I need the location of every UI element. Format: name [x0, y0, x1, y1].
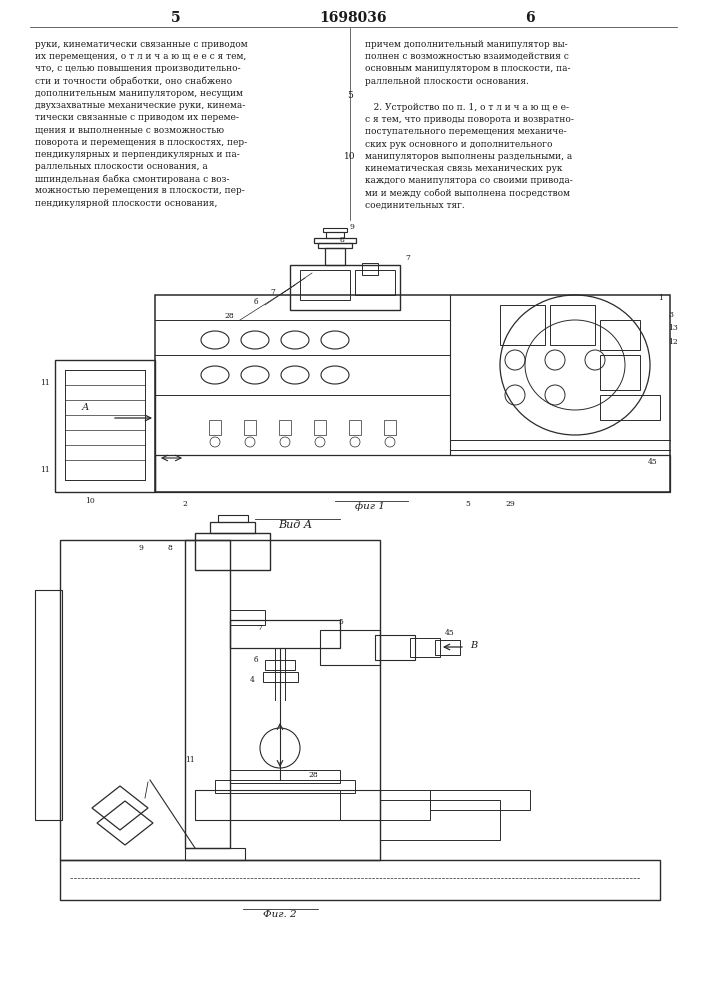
- Text: каждого манипулятора со своими привода-: каждого манипулятора со своими привода-: [365, 176, 573, 185]
- Text: с я тем, что приводы поворота и возвратно-: с я тем, что приводы поворота и возвратн…: [365, 115, 574, 124]
- Text: 45: 45: [648, 458, 658, 466]
- Text: 2: 2: [182, 500, 187, 508]
- Text: 28: 28: [224, 312, 234, 320]
- Text: 5: 5: [347, 91, 353, 100]
- Text: 45: 45: [445, 629, 455, 637]
- Text: 1: 1: [658, 294, 663, 302]
- Text: фиг 1: фиг 1: [355, 502, 385, 511]
- Text: пендикулярных и перпендикулярных и па-: пендикулярных и перпендикулярных и па-: [35, 150, 240, 159]
- Text: 10: 10: [85, 497, 95, 505]
- Text: 9: 9: [350, 223, 355, 231]
- Text: 9: 9: [138, 544, 143, 552]
- Text: раллельных плоскости основания, а: раллельных плоскости основания, а: [35, 162, 208, 171]
- Text: шпиндельная бабка смонтирована с воз-: шпиндельная бабка смонтирована с воз-: [35, 174, 230, 184]
- Text: ских рук основного и дополнительного: ских рук основного и дополнительного: [365, 140, 552, 149]
- Text: кинематическая связь механических рук: кинематическая связь механических рук: [365, 164, 562, 173]
- Text: 6: 6: [525, 11, 534, 25]
- Text: б: б: [253, 298, 258, 306]
- Text: 7: 7: [257, 624, 262, 632]
- Text: полнен с возможностью взаимодействия с: полнен с возможностью взаимодействия с: [365, 52, 569, 61]
- Text: А: А: [81, 403, 88, 412]
- Text: 28: 28: [308, 771, 317, 779]
- Text: 11: 11: [40, 379, 50, 387]
- Text: основным манипулятором в плоскости, па-: основным манипулятором в плоскости, па-: [365, 64, 571, 73]
- Text: раллельной плоскости основания.: раллельной плоскости основания.: [365, 77, 529, 86]
- Text: дополнительным манипулятором, несущим: дополнительным манипулятором, несущим: [35, 89, 243, 98]
- Text: Фиг. 2: Фиг. 2: [263, 910, 297, 919]
- Text: 7: 7: [405, 254, 410, 262]
- Text: 1698036: 1698036: [320, 11, 387, 25]
- Text: 5: 5: [338, 618, 343, 626]
- Text: 12: 12: [668, 338, 678, 346]
- Text: 29: 29: [505, 500, 515, 508]
- Text: 2. Устройство по п. 1, о т л и ч а ю щ е е-: 2. Устройство по п. 1, о т л и ч а ю щ е…: [365, 103, 569, 112]
- Text: поворота и перемещения в плоскостях, пер-: поворота и перемещения в плоскостях, пер…: [35, 138, 247, 147]
- Text: 7: 7: [270, 288, 275, 296]
- Text: 11: 11: [40, 466, 50, 474]
- Text: соединительных тяг.: соединительных тяг.: [365, 201, 464, 210]
- Text: их перемещения, о т л и ч а ю щ е е с я тем,: их перемещения, о т л и ч а ю щ е е с я …: [35, 52, 246, 61]
- Text: манипуляторов выполнены раздельными, а: манипуляторов выполнены раздельными, а: [365, 152, 572, 161]
- Text: В: В: [470, 641, 477, 650]
- Text: можностью перемещения в плоскости, пер-: можностью перемещения в плоскости, пер-: [35, 186, 245, 195]
- Text: поступательного перемещения механиче-: поступательного перемещения механиче-: [365, 127, 566, 136]
- Text: б: б: [253, 656, 258, 664]
- Text: 8: 8: [167, 544, 172, 552]
- Text: ми и между собой выполнена посредством: ми и между собой выполнена посредством: [365, 188, 570, 198]
- Text: 5: 5: [466, 500, 470, 508]
- Text: 3: 3: [668, 311, 673, 319]
- Text: 8: 8: [340, 236, 345, 244]
- Text: 11: 11: [185, 756, 195, 764]
- Text: 10: 10: [344, 152, 356, 161]
- Text: Вид А: Вид А: [278, 520, 312, 530]
- Text: щения и выполненные с возможностью: щения и выполненные с возможностью: [35, 125, 224, 134]
- Text: руки, кинематически связанные с приводом: руки, кинематически связанные с приводом: [35, 40, 247, 49]
- Text: сти и точности обработки, оно снабжено: сти и точности обработки, оно снабжено: [35, 77, 232, 86]
- Text: причем дополнительный манипулятор вы-: причем дополнительный манипулятор вы-: [365, 40, 568, 49]
- Text: двухзахватные механические руки, кинема-: двухзахватные механические руки, кинема-: [35, 101, 245, 110]
- Text: что, с целью повышения производительно-: что, с целью повышения производительно-: [35, 64, 240, 73]
- Text: 13: 13: [668, 324, 678, 332]
- Text: 4: 4: [250, 676, 255, 684]
- Text: 5: 5: [171, 11, 181, 25]
- Text: тически связанные с приводом их переме-: тически связанные с приводом их переме-: [35, 113, 239, 122]
- Text: пендикулярной плоскости основания,: пендикулярной плоскости основания,: [35, 199, 217, 208]
